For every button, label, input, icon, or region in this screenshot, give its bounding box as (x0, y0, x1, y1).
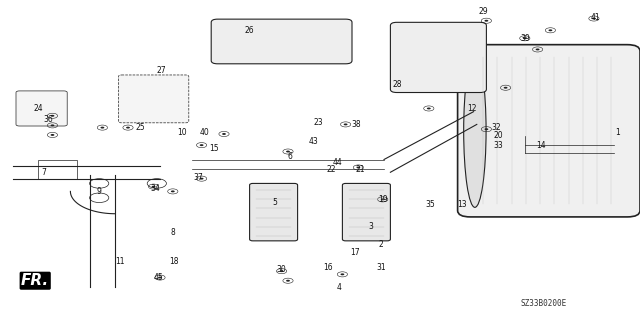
Circle shape (427, 108, 431, 109)
Text: 15: 15 (209, 144, 220, 153)
Circle shape (158, 277, 162, 278)
Circle shape (340, 273, 344, 275)
Circle shape (381, 198, 385, 200)
Text: 8: 8 (170, 228, 175, 237)
Text: 32: 32 (491, 123, 501, 132)
Text: 31: 31 (376, 263, 386, 272)
Circle shape (100, 127, 104, 129)
Text: 38: 38 (351, 120, 361, 129)
Text: 22: 22 (327, 165, 336, 174)
Text: 14: 14 (536, 141, 546, 150)
Text: 13: 13 (457, 200, 467, 209)
Circle shape (126, 127, 130, 129)
Circle shape (51, 124, 54, 126)
FancyBboxPatch shape (342, 183, 390, 241)
Text: 34: 34 (150, 184, 160, 193)
Text: 24: 24 (33, 104, 44, 113)
Circle shape (200, 178, 204, 180)
Circle shape (344, 123, 348, 125)
Circle shape (484, 128, 488, 130)
Circle shape (504, 87, 508, 89)
Text: 41: 41 (590, 13, 600, 22)
Circle shape (523, 37, 527, 39)
Text: 1: 1 (615, 128, 620, 137)
Circle shape (592, 18, 596, 19)
Circle shape (222, 133, 226, 135)
Circle shape (200, 144, 204, 146)
Text: 16: 16 (323, 263, 333, 272)
FancyBboxPatch shape (250, 183, 298, 241)
Text: 7: 7 (41, 168, 46, 177)
Text: 40: 40 (200, 128, 210, 137)
Text: FR.: FR. (21, 273, 49, 288)
Text: 4: 4 (337, 283, 342, 292)
Circle shape (484, 20, 488, 22)
Circle shape (280, 270, 284, 272)
Text: 36: 36 (43, 115, 53, 124)
Text: 33: 33 (493, 141, 503, 150)
Text: 44: 44 (332, 158, 342, 167)
Text: 37: 37 (193, 173, 204, 182)
Circle shape (171, 190, 175, 192)
Text: 45: 45 (154, 273, 164, 282)
Text: 12: 12 (468, 104, 477, 113)
Text: 23: 23 (313, 118, 323, 127)
Text: 43: 43 (308, 137, 319, 146)
FancyBboxPatch shape (458, 45, 640, 217)
Ellipse shape (463, 54, 486, 207)
Text: 20: 20 (493, 131, 503, 140)
FancyBboxPatch shape (16, 91, 67, 126)
Text: 3: 3 (369, 222, 374, 231)
Circle shape (536, 48, 540, 50)
Text: 18: 18 (170, 257, 179, 266)
Circle shape (51, 115, 54, 117)
Text: 25: 25 (136, 123, 146, 132)
Circle shape (356, 167, 360, 168)
Text: SZ33B0200E: SZ33B0200E (521, 299, 567, 308)
Text: 19: 19 (378, 195, 388, 204)
Circle shape (548, 29, 552, 31)
Text: 28: 28 (392, 80, 401, 89)
Text: 39: 39 (520, 34, 530, 43)
Circle shape (152, 186, 156, 188)
Circle shape (51, 134, 54, 136)
Text: 21: 21 (356, 165, 365, 174)
Text: 27: 27 (156, 66, 166, 75)
FancyBboxPatch shape (118, 75, 189, 123)
Text: 2: 2 (378, 240, 383, 249)
FancyBboxPatch shape (211, 19, 352, 64)
Text: 5: 5 (273, 198, 278, 207)
FancyBboxPatch shape (390, 22, 486, 93)
Text: 30: 30 (276, 265, 287, 274)
Text: 9: 9 (97, 187, 102, 196)
Circle shape (286, 151, 290, 152)
Text: 35: 35 (425, 200, 435, 209)
Text: 17: 17 (350, 248, 360, 256)
Text: 6: 6 (287, 152, 292, 161)
Text: 26: 26 (244, 26, 255, 35)
Text: 10: 10 (177, 128, 188, 137)
Circle shape (286, 280, 290, 282)
Text: 29: 29 (478, 7, 488, 16)
Text: 11: 11 (116, 257, 125, 266)
